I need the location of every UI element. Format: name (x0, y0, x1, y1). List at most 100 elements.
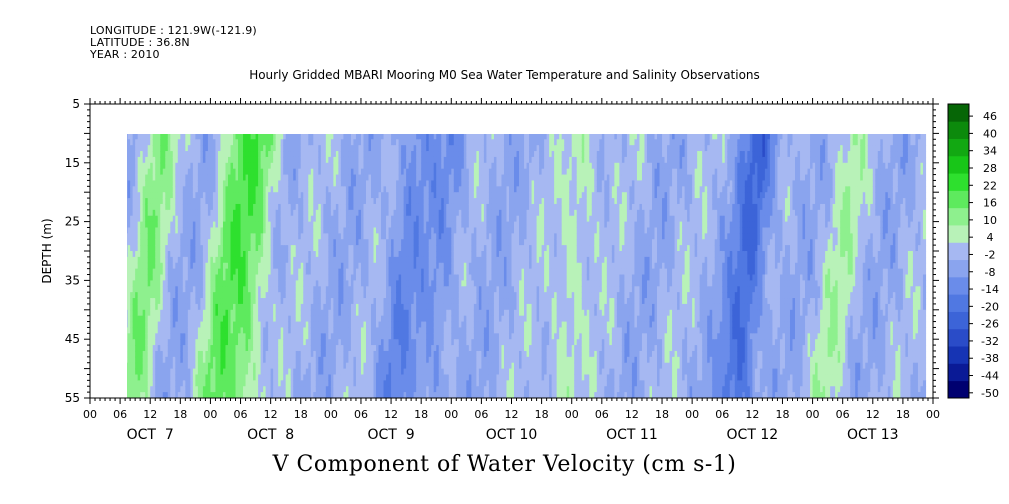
heatmap-cell (212, 268, 217, 276)
heatmap-cell (147, 362, 151, 370)
heatmap-cell (233, 186, 237, 193)
heatmap-cell (275, 198, 279, 205)
heatmap-cell (315, 186, 319, 193)
heatmap-cell (358, 239, 362, 246)
heatmap-cell (300, 386, 304, 393)
heatmap-cell (313, 245, 317, 252)
heatmap-cell (225, 198, 229, 205)
heatmap-cell (353, 209, 357, 217)
heatmap-cell (298, 327, 302, 334)
heatmap-cell (263, 292, 267, 299)
heatmap-cell (215, 180, 219, 187)
heatmap-cell (373, 168, 377, 176)
heatmap-cell (318, 151, 322, 158)
heatmap-cell (227, 245, 232, 252)
heatmap-cell (200, 345, 204, 352)
heatmap-cell (255, 203, 259, 211)
heatmap-cell (363, 315, 367, 323)
heatmap-cell (130, 192, 134, 199)
heatmap-cell (313, 256, 317, 264)
heatmap-cell (330, 215, 334, 223)
heatmap-cell (182, 221, 186, 229)
heatmap-cell (120, 374, 123, 380)
heatmap-cell (155, 174, 159, 182)
heatmap-cell (308, 274, 312, 281)
heatmap-cell (120, 239, 123, 245)
heatmap-cell (215, 251, 219, 258)
heatmap-cell (245, 345, 249, 352)
heatmap-cell (255, 192, 259, 199)
heatmap-cell (235, 327, 239, 334)
heatmap-cell (285, 286, 289, 293)
heatmap-cell (175, 221, 179, 229)
heatmap-cell (137, 186, 141, 193)
heatmap-cell (265, 274, 269, 281)
heatmap-cell (132, 298, 136, 305)
heatmap-cell (358, 368, 362, 376)
heatmap-cell (263, 192, 267, 199)
heatmap-cell (353, 298, 357, 305)
heatmap-cell (305, 239, 309, 246)
heatmap-cell (162, 303, 166, 311)
heatmap-cell (238, 139, 242, 146)
heatmap-cell (260, 221, 264, 229)
heatmap-cell (303, 134, 307, 140)
heatmap-cell (155, 168, 159, 176)
heatmap-cell (268, 233, 272, 240)
heatmap-cell (325, 192, 329, 199)
heatmap-cell (303, 227, 307, 234)
heatmap-cell (150, 356, 154, 364)
heatmap-cell (275, 274, 279, 281)
heatmap-cell (355, 192, 360, 199)
heatmap-cell (230, 380, 234, 387)
heatmap-cell (147, 233, 151, 240)
heatmap-cell (187, 198, 191, 205)
heatmap-cell (315, 303, 319, 311)
heatmap-cell (130, 374, 134, 381)
heatmap-cell (323, 380, 327, 387)
heatmap-cell (283, 156, 287, 164)
heatmap-cell (220, 239, 224, 246)
heatmap-cell (295, 221, 299, 229)
heatmap-cell (371, 262, 375, 270)
heatmap-cell (293, 368, 297, 376)
heatmap-cell (182, 368, 186, 376)
heatmap-cell (217, 262, 222, 270)
heatmap-cell (127, 345, 129, 352)
heatmap-cell (182, 374, 186, 381)
heatmap-cell (205, 327, 209, 334)
heatmap-cell (160, 145, 164, 152)
heatmap-cell (258, 280, 262, 287)
heatmap-cell (280, 251, 284, 258)
heatmap-cell (280, 315, 284, 323)
heatmap-cell (120, 351, 123, 357)
heatmap-cell (195, 151, 199, 158)
heatmap-cell (165, 327, 169, 334)
heatmap-cell (165, 309, 169, 317)
heatmap-cell (152, 292, 156, 299)
heatmap-cell (300, 350, 304, 358)
heatmap-cell (393, 221, 397, 229)
heatmap-cell (358, 303, 362, 311)
heatmap-cell (240, 180, 244, 187)
heatmap-cell (215, 298, 219, 305)
heatmap-cell (335, 233, 339, 240)
heatmap-cell (230, 350, 234, 358)
heatmap-cell (303, 333, 307, 340)
heatmap-cell (238, 203, 242, 211)
heatmap-cell (135, 239, 139, 246)
heatmap-cell (355, 156, 360, 164)
heatmap-cell (345, 203, 350, 211)
heatmap-cell (330, 192, 334, 199)
heatmap-cell (268, 362, 272, 370)
heatmap-cell (355, 274, 360, 281)
heatmap-cell (268, 309, 272, 317)
heatmap-cell (376, 339, 380, 346)
heatmap-cell (340, 268, 344, 276)
heatmap-cell (132, 203, 136, 211)
heatmap-cell (233, 392, 237, 398)
heatmap-cell (350, 180, 355, 187)
heatmap-cell (396, 256, 400, 264)
heatmap-cell (120, 169, 123, 175)
latitude-label: LATITUDE : 36.8N (90, 36, 190, 49)
